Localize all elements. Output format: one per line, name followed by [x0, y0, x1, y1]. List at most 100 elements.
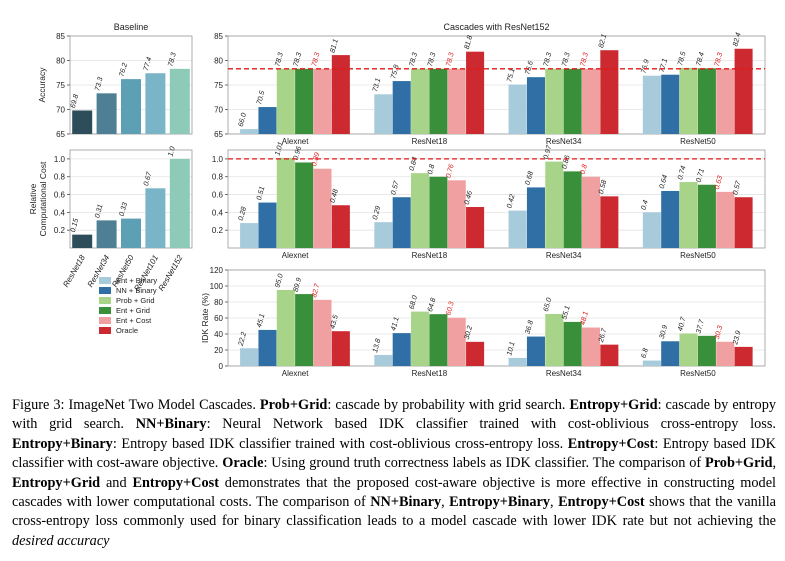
legend-swatch [99, 317, 111, 324]
bar [581, 176, 601, 248]
legend-label: Ent + Grid [116, 306, 150, 315]
bar [716, 191, 735, 248]
cascade-title: Cascades with ResNet152 [443, 22, 549, 32]
bar [679, 67, 698, 134]
x-tick-label: ResNet50 [680, 137, 716, 146]
bar [563, 171, 582, 248]
data-label: 30.2 [462, 325, 474, 341]
caption-text: , [772, 455, 777, 472]
bar [734, 346, 753, 366]
bar [411, 173, 430, 248]
data-label: 0.33 [117, 201, 129, 217]
data-label: 13.8 [370, 338, 382, 354]
data-label: 0.29 [370, 205, 382, 221]
data-label: 0.96 [291, 145, 303, 161]
data-label: 78.3 [541, 51, 553, 67]
bar [429, 314, 448, 366]
data-label: 0.31 [92, 203, 104, 219]
caption-text: , [550, 494, 554, 511]
data-label: 0.8 [578, 163, 589, 175]
data-label: 37.7 [694, 318, 707, 335]
plot-frame [227, 149, 766, 249]
y-tick-label: 70 [56, 106, 65, 115]
data-label: 81.1 [328, 38, 340, 54]
data-label: 0.63 [712, 175, 724, 191]
data-label: 0.57 [388, 179, 401, 196]
data-label: 70.5 [254, 89, 267, 106]
x-tick-label: ResNet50 [680, 369, 716, 378]
x-tick-label: ResNet152 [157, 253, 185, 293]
caption-term: NN+Binary [135, 416, 207, 433]
data-label: 0.8 [425, 163, 436, 175]
data-label: 76.2 [117, 62, 129, 78]
bar [240, 129, 259, 134]
bar [240, 348, 259, 366]
bar [679, 182, 698, 248]
data-label: 26.7 [596, 326, 609, 344]
caption-emphasis: desired accuracy [12, 532, 110, 549]
y-tick-label: 80 [214, 57, 223, 66]
bar [466, 51, 485, 134]
data-label: 0.76 [443, 163, 455, 179]
caption-term: Prob+Grid [259, 397, 328, 413]
caption-text: : cascade by probability with grid searc… [327, 397, 566, 413]
x-tick-label: ResNet18 [61, 253, 87, 289]
data-label: 78.3 [443, 51, 455, 67]
bar [697, 335, 716, 366]
panel-cascade-idk: 0 20 40 60 80 100 120 22.2 13.8 10.1 6.8 45.1 41.1 36… [210, 266, 766, 378]
y-axis-label: IDK Rate (%) [200, 293, 210, 343]
x-tick-label: ResNet18 [412, 251, 448, 260]
caption-term: Entropy+Grid [569, 397, 658, 413]
bar [581, 68, 601, 134]
plot-frame [227, 35, 766, 135]
data-label: 0.67 [141, 170, 154, 187]
data-label: 30.3 [712, 324, 724, 340]
data-label: 41.1 [388, 316, 400, 332]
bar [276, 290, 295, 366]
bar [697, 184, 716, 248]
caption-lead: Figure 3: ImageNet Two Model Cascades. [12, 397, 256, 413]
panel-cascade-accuracy: 65 70 75 80 85 66.0 73.1 75.1 76.9 70.5 75.8 76.6 77… [214, 31, 766, 146]
bar [169, 158, 190, 248]
bar [734, 48, 753, 134]
data-label: 0.57 [730, 179, 743, 196]
caption-term: Entropy+Cost [132, 474, 219, 491]
caption-term: Entropy+Binary [449, 494, 551, 511]
bar [313, 168, 332, 248]
bar [429, 68, 448, 134]
y-tick-label: 80 [214, 298, 223, 307]
data-label: 40.7 [675, 315, 688, 332]
data-label: 48.1 [578, 310, 590, 326]
plot-frame [227, 269, 766, 367]
bar [600, 50, 619, 134]
bar [392, 197, 411, 248]
bar [240, 223, 259, 248]
x-tick-label: ResNet50 [680, 251, 716, 260]
y-tick-label: 80 [56, 57, 65, 66]
y-tick-label: 0 [219, 362, 224, 371]
y-tick-label: 75 [214, 81, 223, 90]
data-label: 66.0 [236, 112, 248, 128]
y-tick-label: 0.4 [212, 208, 224, 217]
bar [661, 341, 680, 366]
data-label: 0.84 [407, 156, 419, 172]
bar [526, 187, 545, 248]
data-label: 60.3 [443, 300, 455, 316]
y-tick-label: 0.8 [54, 173, 66, 182]
bar [526, 336, 545, 366]
caption-term: Oracle [222, 455, 264, 472]
bar [145, 73, 166, 134]
data-label: 77.1 [657, 57, 669, 73]
bar [276, 68, 295, 134]
bar [545, 68, 564, 134]
bar [716, 68, 735, 134]
caption-text: : Using ground truth correctness labels … [263, 455, 702, 472]
bar [392, 81, 411, 134]
baseline-title: Baseline [114, 22, 149, 32]
data-label: 78.3 [166, 51, 178, 67]
y-tick-label: 70 [214, 106, 223, 115]
bar [331, 331, 350, 366]
data-label: 82.1 [596, 33, 608, 49]
y-axis-label: Accuracy [37, 67, 47, 103]
data-label: 0.15 [68, 216, 81, 233]
